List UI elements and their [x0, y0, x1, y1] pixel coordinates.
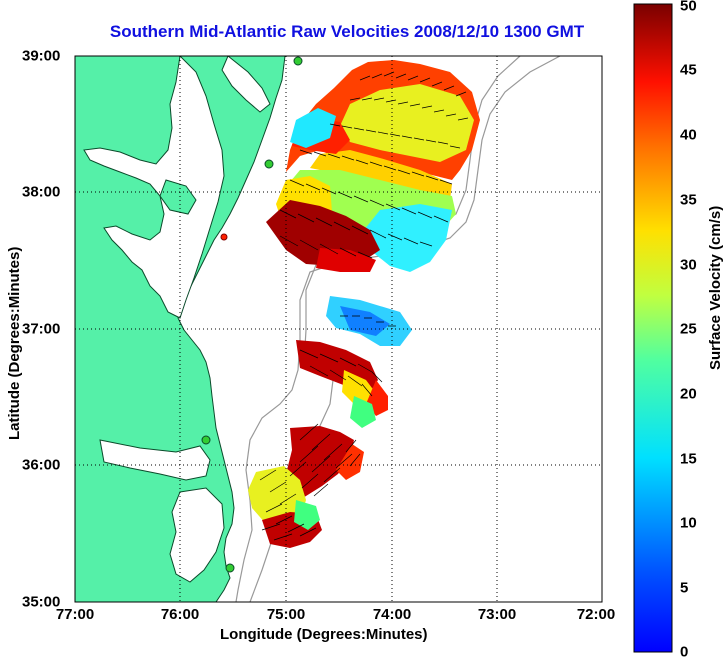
y-tick-label: 37:00 [22, 320, 61, 338]
velocity-arrows [259, 71, 469, 541]
y-axis-label: Latitude (Degrees:Minutes) [6, 246, 23, 440]
colorbar-tick: 45 [680, 61, 697, 79]
y-tick-label: 39:00 [22, 47, 61, 65]
colorbar-tick: 25 [680, 320, 697, 338]
delaware-bay [221, 56, 271, 113]
colorbar-tick: 20 [680, 385, 697, 403]
colorbar-tick: 40 [680, 126, 697, 144]
x-tick-label: 76:00 [160, 606, 200, 623]
colorbar-tick: 50 [680, 0, 697, 15]
colorbar [633, 3, 673, 653]
radar-stations [201, 56, 303, 573]
x-tick-label: 74:00 [372, 606, 412, 623]
y-tick-label: 35:00 [22, 593, 61, 611]
pamlico-sound [169, 487, 225, 583]
x-axis-label: Longitude (Degrees:Minutes) [220, 626, 428, 643]
grid [75, 56, 602, 602]
map-title: Southern Mid-Atlantic Raw Velocities 200… [109, 22, 585, 41]
velocity-field [248, 60, 480, 548]
x-tick-label: 75:00 [266, 606, 306, 623]
albemarle-sound [99, 439, 211, 481]
colorbar-tick: 15 [680, 450, 697, 468]
colorbar-tick: 30 [680, 256, 697, 274]
chesapeake-bay [83, 56, 225, 319]
land-island [159, 179, 197, 215]
x-tick-label: 72:00 [576, 606, 616, 623]
colorbar-tick: 35 [680, 191, 697, 209]
y-tick-label: 36:00 [22, 456, 61, 474]
colorbar-tick: 5 [680, 579, 689, 597]
y-tick-label: 38:00 [22, 183, 61, 201]
colorbar-tick: 10 [680, 514, 697, 532]
colorbar-tick: 0 [680, 643, 689, 661]
colorbar-label: Surface Velocity (cm/s) [707, 205, 724, 370]
x-tick-label: 73:00 [477, 606, 517, 623]
x-tick-label: 77:00 [55, 606, 95, 623]
